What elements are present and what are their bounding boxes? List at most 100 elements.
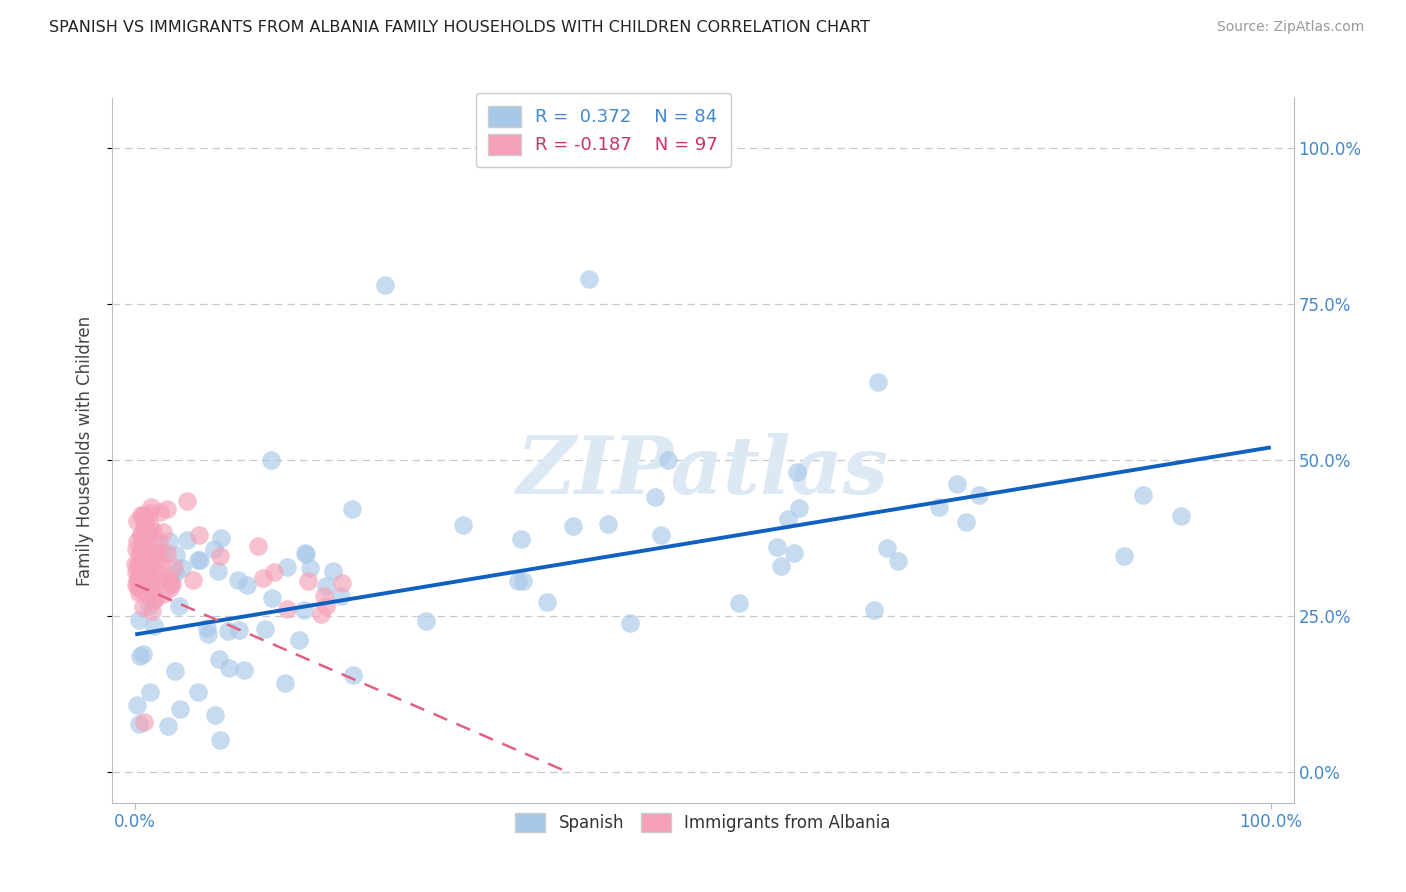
Point <box>657 453 679 467</box>
Point <box>131 572 153 586</box>
Point <box>145 591 167 606</box>
Point <box>129 527 152 541</box>
Point <box>157 533 180 548</box>
Point <box>135 522 157 536</box>
Point <box>141 604 163 618</box>
Point <box>128 716 150 731</box>
Point <box>139 572 162 586</box>
Point <box>134 561 156 575</box>
Point <box>132 572 155 586</box>
Point <box>619 616 641 631</box>
Point <box>232 663 254 677</box>
Point <box>136 561 159 575</box>
Point <box>415 614 437 628</box>
Point <box>163 566 186 580</box>
Point <box>786 465 808 479</box>
Point <box>562 519 585 533</box>
Point <box>728 596 751 610</box>
Point <box>254 622 277 636</box>
Point <box>149 505 172 519</box>
Point <box>131 583 153 598</box>
Point <box>134 544 156 558</box>
Point <box>163 664 186 678</box>
Point <box>330 589 353 603</box>
Point <box>128 547 150 561</box>
Point <box>955 515 977 529</box>
Point <box>967 488 990 502</box>
Point <box>340 501 363 516</box>
Point <box>187 685 209 699</box>
Point <box>134 564 156 578</box>
Point <box>876 541 898 555</box>
Point <box>374 278 396 293</box>
Point <box>778 512 800 526</box>
Point <box>127 557 149 571</box>
Point <box>148 533 170 548</box>
Point <box>139 519 162 533</box>
Point <box>156 571 179 585</box>
Point <box>167 599 190 613</box>
Text: ZIPatlas: ZIPatlas <box>517 433 889 510</box>
Point <box>156 719 179 733</box>
Point <box>134 516 156 531</box>
Point <box>132 536 155 550</box>
Point <box>134 714 156 729</box>
Point <box>332 575 354 590</box>
Point <box>287 633 309 648</box>
Point <box>138 524 160 539</box>
Point <box>152 545 174 559</box>
Point <box>297 574 319 589</box>
Point <box>862 603 884 617</box>
Point <box>125 542 148 557</box>
Point <box>787 501 810 516</box>
Point <box>148 551 170 566</box>
Point <box>163 559 186 574</box>
Point <box>1170 509 1192 524</box>
Point <box>128 571 150 585</box>
Point <box>160 576 183 591</box>
Point <box>181 573 204 587</box>
Point <box>143 544 166 558</box>
Point <box>207 564 229 578</box>
Point <box>127 533 149 548</box>
Point <box>342 668 364 682</box>
Point <box>132 508 155 523</box>
Point <box>127 580 149 594</box>
Point <box>276 559 298 574</box>
Point <box>141 548 163 562</box>
Point <box>124 566 146 580</box>
Point <box>644 490 666 504</box>
Point <box>132 575 155 590</box>
Point <box>868 376 890 390</box>
Text: Source: ZipAtlas.com: Source: ZipAtlas.com <box>1216 20 1364 34</box>
Point <box>176 533 198 547</box>
Point <box>129 557 152 571</box>
Text: SPANISH VS IMMIGRANTS FROM ALBANIA FAMILY HOUSEHOLDS WITH CHILDREN CORRELATION C: SPANISH VS IMMIGRANTS FROM ALBANIA FAMIL… <box>49 20 870 35</box>
Point <box>247 539 270 553</box>
Point <box>315 578 337 592</box>
Point <box>208 652 231 666</box>
Point <box>136 583 159 598</box>
Point <box>260 591 283 605</box>
Point <box>650 528 672 542</box>
Point <box>128 581 150 595</box>
Point <box>453 517 475 532</box>
Point <box>129 544 152 558</box>
Point <box>165 549 187 563</box>
Point <box>139 684 162 698</box>
Point <box>152 525 174 540</box>
Point <box>128 567 150 582</box>
Point <box>142 585 165 599</box>
Point <box>322 564 344 578</box>
Point <box>129 558 152 573</box>
Point <box>536 595 558 609</box>
Point <box>510 533 533 547</box>
Point <box>187 553 209 567</box>
Point <box>142 524 165 539</box>
Point <box>145 565 167 579</box>
Y-axis label: Family Households with Children: Family Households with Children <box>76 316 94 585</box>
Point <box>125 578 148 592</box>
Point <box>159 581 181 595</box>
Point <box>273 675 295 690</box>
Point <box>1132 488 1154 502</box>
